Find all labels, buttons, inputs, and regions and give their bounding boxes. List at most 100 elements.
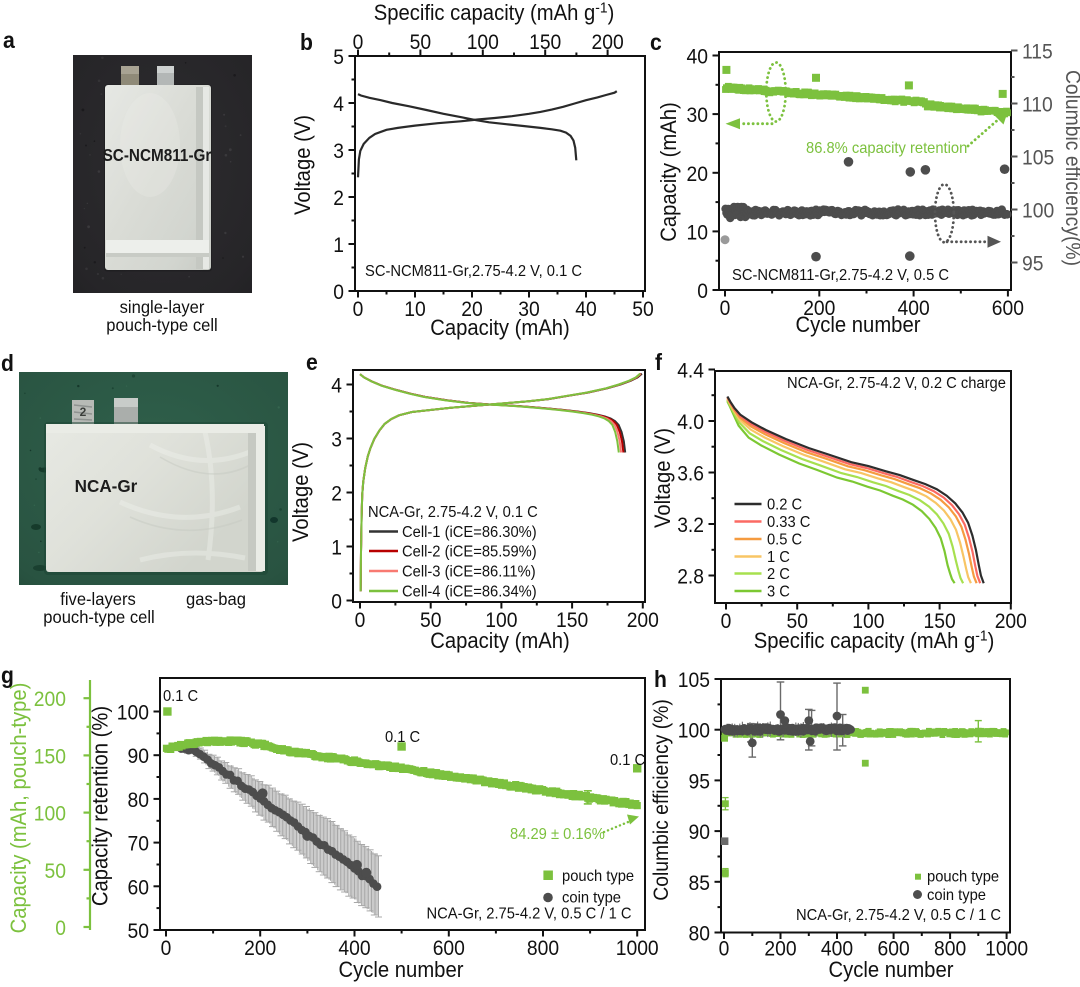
svg-text:0.1 C: 0.1 C (385, 729, 420, 746)
svg-text:pouch-type cell: pouch-type cell (43, 607, 154, 627)
svg-text:0: 0 (719, 938, 730, 961)
svg-text:0.5 C: 0.5 C (767, 532, 802, 549)
svg-text:85: 85 (689, 872, 711, 895)
svg-text:150: 150 (556, 609, 588, 632)
svg-text:0.1 C: 0.1 C (163, 688, 198, 705)
svg-text:50: 50 (786, 610, 808, 633)
svg-text:3: 3 (333, 140, 344, 163)
svg-text:70: 70 (128, 833, 150, 856)
svg-text:1000: 1000 (985, 938, 1028, 961)
svg-text:150: 150 (529, 31, 561, 54)
svg-text:40: 40 (575, 298, 597, 321)
svg-text:400: 400 (338, 937, 370, 960)
svg-text:0: 0 (720, 297, 731, 320)
svg-text:Columbic efficiency(%): Columbic efficiency(%) (1061, 70, 1080, 266)
svg-text:100: 100 (1022, 200, 1054, 223)
svg-text:f: f (655, 349, 662, 375)
svg-text:105: 105 (1022, 147, 1054, 170)
svg-text:100: 100 (678, 720, 710, 743)
svg-text:0: 0 (353, 31, 364, 54)
svg-text:Capacity (mAh): Capacity (mAh) (430, 628, 570, 653)
svg-text:50: 50 (128, 920, 150, 943)
svg-text:200: 200 (803, 297, 835, 320)
svg-text:600: 600 (992, 297, 1024, 320)
svg-text:80: 80 (689, 923, 711, 946)
svg-text:115: 115 (1022, 41, 1053, 64)
svg-text:Cell-3 (iCE=86.11%): Cell-3 (iCE=86.11%) (402, 564, 536, 581)
svg-text:200: 200 (764, 938, 796, 961)
svg-text:600: 600 (878, 938, 910, 961)
svg-text:SC-NCM811-Gr: SC-NCM811-Gr (103, 145, 212, 165)
svg-text:86.8% capacity retention: 86.8% capacity retention (806, 140, 967, 157)
svg-text:5: 5 (333, 46, 344, 69)
svg-text:2: 2 (331, 483, 342, 506)
svg-text:Voltage (V): Voltage (V) (290, 115, 315, 215)
svg-text:2 C: 2 C (767, 566, 790, 583)
svg-text:100: 100 (467, 31, 499, 54)
svg-text:150: 150 (924, 610, 956, 633)
svg-text:600: 600 (433, 937, 465, 960)
svg-text:Capacity (mAh): Capacity (mAh) (656, 102, 681, 242)
svg-text:1 C: 1 C (767, 549, 790, 566)
svg-text:95: 95 (1022, 253, 1044, 276)
svg-text:50: 50 (45, 860, 67, 883)
svg-text:Capacity retention (%): Capacity retention (%) (88, 706, 113, 906)
svg-text:pouch-type cell: pouch-type cell (106, 315, 217, 335)
svg-text:Cell-4 (iCE=86.34%): Cell-4 (iCE=86.34%) (402, 584, 537, 601)
svg-text:2.8: 2.8 (677, 566, 704, 589)
svg-text:95: 95 (689, 770, 711, 793)
svg-text:100: 100 (852, 610, 884, 633)
svg-text:SC-NCM811-Gr,2.75-4.2 V, 0.5 C: SC-NCM811-Gr,2.75-4.2 V, 0.5 C (732, 267, 949, 284)
svg-text:Columbic efficiency (%): Columbic efficiency (%) (650, 699, 673, 901)
svg-text:3.2: 3.2 (677, 514, 704, 537)
svg-text:gas-bag: gas-bag (186, 589, 246, 609)
svg-text:c: c (650, 29, 662, 55)
svg-text:2: 2 (80, 405, 87, 419)
svg-text:100: 100 (34, 803, 66, 826)
svg-text:Cycle number: Cycle number (796, 312, 921, 337)
svg-text:NCA-Gr: NCA-Gr (75, 476, 138, 496)
svg-text:90: 90 (689, 821, 711, 844)
svg-text:200: 200 (627, 609, 659, 632)
svg-text:80: 80 (128, 789, 150, 812)
svg-text:NCA-Gr, 2.75-4.2 V, 0.1 C: NCA-Gr, 2.75-4.2 V, 0.1 C (368, 504, 538, 521)
svg-text:800: 800 (527, 937, 559, 960)
svg-text:Voltage (V): Voltage (V) (288, 442, 313, 542)
svg-text:Cell-1 (iCE=86.30%): Cell-1 (iCE=86.30%) (402, 524, 537, 541)
svg-text:3 C: 3 C (767, 584, 790, 601)
svg-text:3: 3 (331, 429, 342, 452)
svg-text:30: 30 (518, 298, 540, 321)
svg-text:Capacity (mAh): Capacity (mAh) (430, 315, 570, 340)
svg-text:Specific capacity (mAh g: Specific capacity (mAh g (374, 0, 596, 25)
svg-text:coin type: coin type (562, 890, 621, 907)
svg-text:20: 20 (461, 298, 483, 321)
svg-text:60: 60 (128, 876, 150, 899)
svg-text:2: 2 (333, 187, 344, 210)
svg-text:800: 800 (934, 938, 966, 961)
svg-text:coin type: coin type (927, 887, 986, 904)
svg-text:0.33 C: 0.33 C (767, 514, 810, 531)
svg-text:h: h (654, 666, 667, 692)
svg-text:0: 0 (721, 610, 732, 633)
svg-text:200: 200 (995, 610, 1027, 633)
svg-text:4.4: 4.4 (677, 360, 704, 383)
svg-text:0: 0 (353, 298, 364, 321)
svg-text:Capacity (mAh, pouch-type): Capacity (mAh, pouch-type) (6, 683, 31, 934)
svg-text:e: e (306, 349, 318, 375)
svg-text:0: 0 (331, 591, 342, 614)
svg-text:0: 0 (697, 280, 708, 303)
svg-text:3.6: 3.6 (677, 463, 704, 486)
svg-text:50: 50 (420, 609, 442, 632)
svg-text:a: a (3, 27, 15, 53)
svg-text:Cycle number: Cycle number (829, 957, 954, 982)
svg-text:-1: -1 (595, 0, 607, 17)
svg-text:10: 10 (687, 221, 709, 244)
svg-text:100: 100 (117, 702, 149, 725)
svg-text:Cell-2 (iCE=85.59%): Cell-2 (iCE=85.59%) (402, 544, 537, 561)
svg-text:Cycle number: Cycle number (339, 957, 464, 982)
svg-text:400: 400 (821, 938, 853, 961)
svg-text:-1: -1 (975, 628, 987, 645)
svg-text:105: 105 (678, 669, 710, 692)
svg-text:): ) (608, 0, 615, 25)
svg-text:pouch type: pouch type (927, 869, 999, 886)
